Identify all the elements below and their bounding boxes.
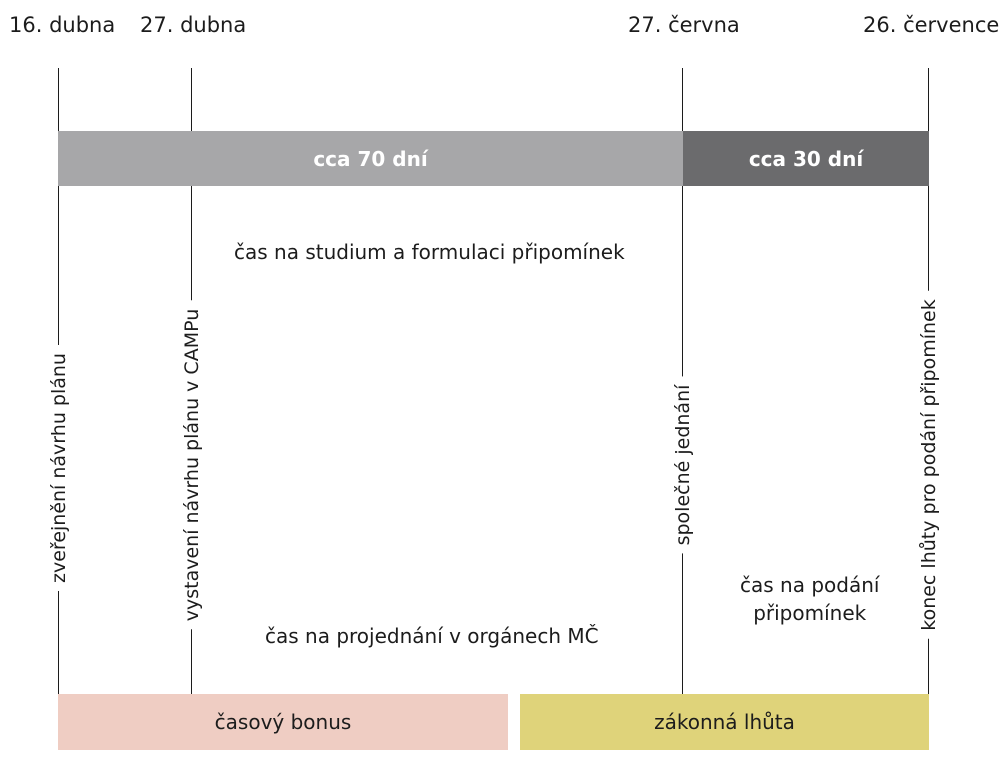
milestone-deadline-end: konec lhůty pro podání připomínek <box>917 291 941 639</box>
duration-bar-30-days-label: cca 30 dní <box>748 146 864 171</box>
duration-bar-30-days: cca 30 dní <box>683 131 929 186</box>
date-27-june: 27. června <box>628 13 740 37</box>
legal-deadline-box: zákonná lhůta <box>520 694 929 750</box>
date-27-april: 27. dubna <box>140 13 247 37</box>
date-26-july: 26. července <box>863 13 999 37</box>
time-bonus-box: časový bonus <box>58 694 508 750</box>
discussion-time-label: čas na projednání v orgánech MČ <box>265 624 599 648</box>
milestone-publication: zveřejnění návrhu plánu <box>47 345 71 591</box>
submission-time-label: čas na podání připomínek <box>740 571 879 627</box>
study-time-label: čas na studium a formulaci připomínek <box>234 240 625 264</box>
submission-time-line-2: připomínek <box>753 601 867 625</box>
milestone-campus-exhibition: vystavení návrhu plánu v CAMPu <box>180 300 204 630</box>
legal-deadline-label: zákonná lhůta <box>654 710 795 734</box>
duration-bar-70-days: cca 70 dní <box>58 131 683 186</box>
submission-time-line-1: čas na podání <box>740 573 880 597</box>
duration-bar-70-days-label: cca 70 dní <box>313 146 428 171</box>
milestone-joint-meeting: společné jednání <box>671 376 695 554</box>
date-16-april: 16. dubna <box>9 13 116 37</box>
time-bonus-label: časový bonus <box>214 710 352 734</box>
